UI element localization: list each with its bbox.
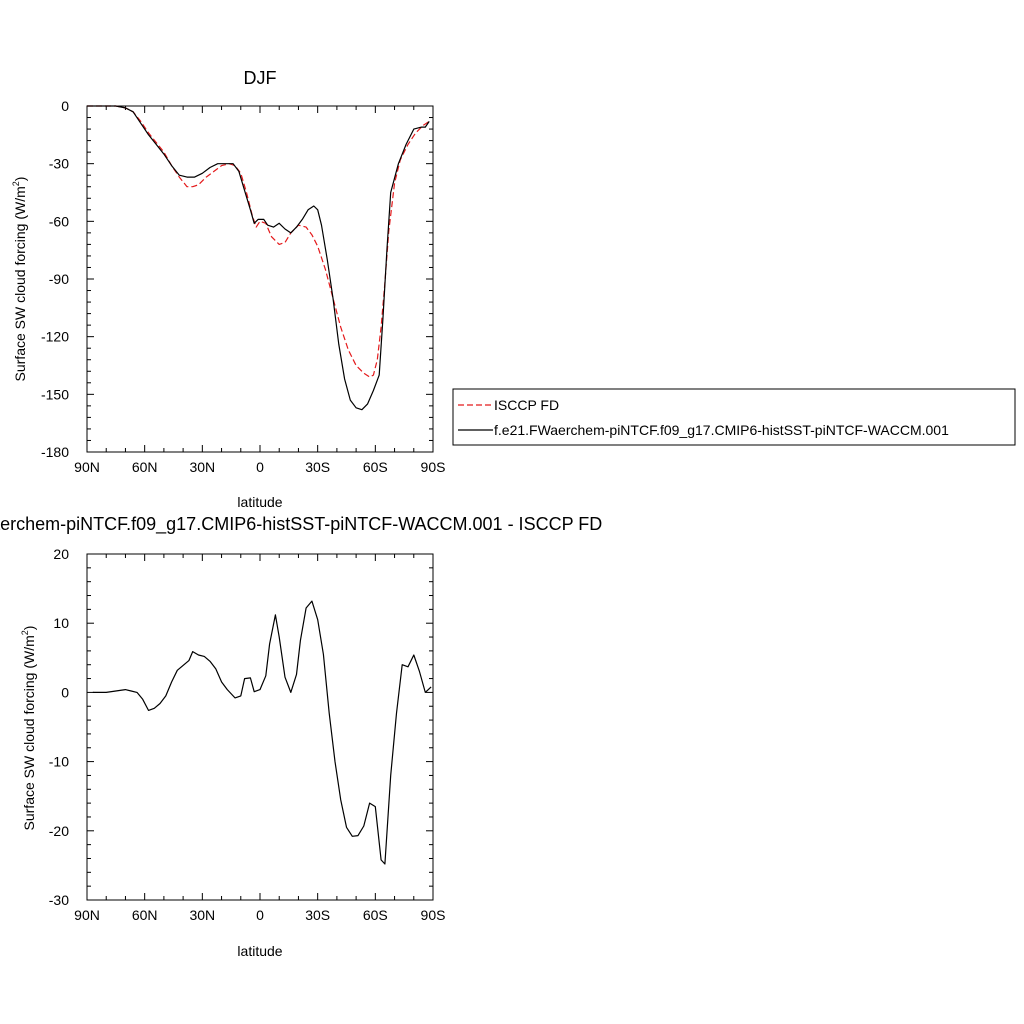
bottom-xtick-label: 30N [189,907,215,923]
bottom-panel: f.e21.FWaerchem-piNTCF.f09_g17.CMIP6-his… [0,514,602,959]
top-xtick-label: 60N [132,459,158,475]
bottom-ytick-label: 10 [53,615,69,631]
bottom-xtick-label: 0 [256,907,264,923]
bottom-ytick-label: -10 [49,754,69,770]
top-title: DJF [244,68,277,88]
bottom-frame [86,553,434,901]
top-ytick-label: 0 [61,98,69,114]
top-ylabel-close: ) [12,177,28,182]
top-xtick-label: 90S [421,459,446,475]
top-xtick-label: 30N [189,459,215,475]
top-ytick-label: -150 [41,386,69,402]
bottom-ytick-label: 20 [53,546,69,562]
top-xtick-label: 0 [256,459,264,475]
bottom-ylabel-main: Surface SW cloud forcing (W/m [21,635,37,830]
top-ytick-label: -180 [41,444,69,460]
bottom-ylabel-close: ) [21,626,37,631]
top-xlabel: latitude [237,494,282,510]
bottom-xtick-label: 30S [305,907,330,923]
legend-label-isccp: ISCCP FD [494,397,559,413]
top-xtick-label: 30S [305,459,330,475]
top-xtick-label: 60S [363,459,388,475]
bottom-ylabel-sup: 2 [20,630,30,635]
top-frame [86,105,434,453]
bottom-title: f.e21.FWaerchem-piNTCF.f09_g17.CMIP6-his… [0,514,602,535]
bottom-ylabel: Surface SW cloud forcing (W/m2) [20,626,37,831]
top-ylabel-sup: 2 [11,181,21,186]
top-series-line-0 [87,105,430,378]
top-ylabel: Surface SW cloud forcing (W/m2) [11,177,28,382]
top-ylabel-main: Surface SW cloud forcing (W/m [12,186,28,381]
top-ytick-label: -120 [41,329,69,345]
top-series-line-1 [87,105,430,411]
bottom-ytick-label: -30 [49,892,69,908]
bottom-xtick-label: 60S [363,907,388,923]
top-plot-area: 90N 60N 30N 0 30S 60S 90S 0 -30 -60 -90 -120 -150 -18… [41,98,445,475]
bottom-xtick-label: 60N [132,907,158,923]
bottom-ytick-label: 0 [61,684,69,700]
bottom-plot-area: 90N 60N 30N 0 30S 60S 90S 20 10 0 -10 -20 -30 [49,546,446,923]
top-xtick-label: 90N [74,459,100,475]
top-ytick-label: -60 [49,213,69,229]
legend-box [452,388,1016,446]
top-ytick-label: -90 [49,271,69,287]
top-panel: DJF 90N 60N 30N 0 30S 60S 90S 0 -30 -60 -90 -120 -15… [11,68,1016,510]
bottom-ytick-label: -20 [49,823,69,839]
bottom-xtick-label: 90N [74,907,100,923]
legend: ISCCP FD f.e21.FWaerchem-piNTCF.f09_g17.… [452,388,1016,446]
legend-label-model: f.e21.FWaerchem-piNTCF.f09_g17.CMIP6-his… [494,422,949,438]
bottom-xlabel: latitude [237,943,282,959]
top-ytick-label: -30 [49,156,69,172]
bottom-series-line-0 [92,600,432,865]
bottom-xtick-label: 90S [421,907,446,923]
